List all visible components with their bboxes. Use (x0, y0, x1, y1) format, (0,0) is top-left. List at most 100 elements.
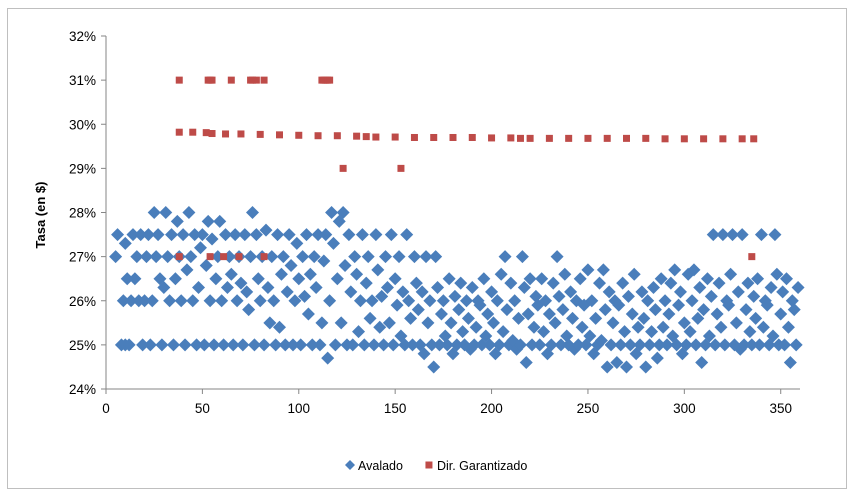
data-point (178, 338, 192, 352)
data-point (217, 338, 231, 352)
data-point (355, 228, 369, 242)
data-point (141, 228, 155, 242)
data-point (118, 236, 132, 250)
data-point (325, 206, 339, 219)
data-point (278, 338, 292, 352)
data-point (661, 135, 669, 143)
legend-item-1: Avalado (345, 459, 403, 473)
data-point (280, 285, 294, 299)
y-tick-label: 25% (69, 338, 96, 353)
data-point (780, 272, 794, 286)
data-point (161, 250, 175, 264)
data-point (612, 298, 626, 312)
data-point (390, 298, 404, 312)
data-point (411, 303, 425, 317)
data-point (427, 360, 441, 374)
data-point (539, 294, 553, 308)
data-point (680, 135, 688, 143)
data-point (237, 130, 245, 138)
data-point (529, 289, 543, 303)
data-point (633, 338, 647, 352)
data-point (311, 228, 325, 242)
data-point (326, 236, 340, 250)
data-point (180, 263, 194, 277)
data-point (749, 311, 763, 325)
data-point (257, 338, 271, 352)
data-point (662, 307, 676, 321)
data-point (512, 311, 526, 325)
data-point (261, 281, 275, 295)
data-point (174, 294, 188, 308)
data-point (444, 316, 458, 330)
data-point (743, 325, 757, 339)
x-tick-label: 250 (577, 401, 600, 416)
data-point (227, 76, 235, 84)
data-point (620, 360, 633, 374)
data-point (558, 267, 572, 281)
data-point (402, 294, 416, 308)
data-point (440, 338, 454, 352)
data-point (778, 338, 792, 352)
data-point (205, 232, 219, 246)
data-point (350, 267, 364, 281)
data-point (120, 272, 134, 286)
data-point (336, 206, 350, 219)
data-point (391, 133, 399, 141)
data-point (122, 338, 136, 352)
data-point (726, 228, 740, 242)
data-point (637, 311, 651, 325)
data-point (157, 281, 171, 295)
data-point (700, 272, 714, 286)
data-point (525, 338, 539, 352)
data-point (621, 289, 635, 303)
legend-marker (345, 460, 355, 470)
data-point (236, 338, 250, 352)
data-point (299, 228, 313, 242)
data-point (166, 338, 180, 352)
data-point (352, 325, 366, 339)
data-point (452, 303, 466, 317)
data-point (396, 285, 410, 299)
data-point (760, 298, 774, 312)
y-tick-label: 31% (69, 73, 96, 88)
data-point (652, 338, 666, 352)
data-point (203, 294, 217, 308)
data-point (508, 294, 522, 308)
data-point (449, 133, 457, 141)
data-point (195, 228, 209, 242)
data-point (307, 250, 321, 264)
data-point (789, 338, 803, 352)
legend: Avalado Dir. Garantizado (345, 459, 527, 473)
data-point (182, 206, 196, 219)
data-point (537, 325, 551, 339)
data-point (165, 228, 179, 242)
data-point (581, 263, 595, 277)
data-point (339, 164, 347, 172)
data-point (328, 338, 342, 352)
data-point (496, 325, 510, 339)
data-point (519, 356, 533, 370)
data-point (409, 276, 423, 290)
data-point (263, 316, 277, 330)
data-point (708, 338, 722, 352)
data-point (294, 338, 308, 352)
chart-frame (7, 8, 847, 489)
data-point (706, 228, 720, 242)
data-point (330, 272, 344, 286)
data-point (429, 250, 443, 264)
data-point (388, 272, 402, 286)
data-point (486, 316, 500, 330)
data-point (545, 134, 553, 142)
data-point (247, 338, 261, 352)
data-point (259, 223, 273, 237)
data-point (552, 289, 566, 303)
data-point (207, 338, 221, 352)
data-point (238, 228, 252, 242)
data-point (267, 294, 281, 308)
data-point (517, 281, 531, 295)
data-point (498, 250, 512, 264)
data-point (554, 338, 568, 352)
data-point (260, 76, 268, 84)
data-point (290, 236, 304, 250)
